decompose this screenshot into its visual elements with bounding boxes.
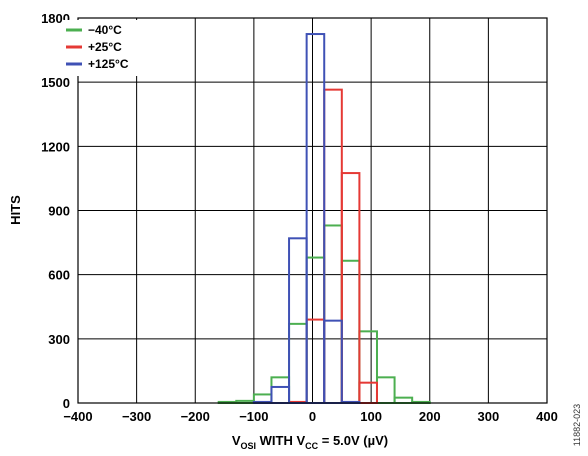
x-tick-label: 100 — [360, 409, 382, 424]
series-3 — [252, 33, 361, 405]
x-axis-title-sub2: CC — [305, 441, 318, 451]
grid — [78, 18, 547, 403]
x-tick-label: −300 — [122, 409, 151, 424]
series-2 — [288, 88, 378, 405]
x-tick-label: −400 — [63, 409, 92, 424]
histogram-bar — [358, 381, 378, 404]
x-axis-title-v1: V — [232, 433, 241, 448]
histogram-bar — [288, 322, 308, 404]
histogram-bar — [323, 319, 343, 404]
x-tick-label: −100 — [239, 409, 268, 424]
histogram-bar — [305, 318, 326, 405]
histogram-bar — [340, 259, 361, 404]
figure-id: 11882-023 — [572, 404, 582, 446]
histogram-bar — [393, 396, 414, 404]
histogram-bar — [288, 237, 308, 404]
x-tick-label: −200 — [181, 409, 210, 424]
histogram-bar — [270, 385, 291, 405]
histogram-bar — [270, 376, 291, 405]
histogram-bar — [340, 172, 361, 404]
legend-label: +25°C — [88, 40, 122, 54]
legend-label: −40°C — [88, 23, 122, 37]
x-axis-title: VOSI WITH VCC = 5.0V (µV) — [232, 433, 388, 451]
plot-frame — [77, 17, 548, 404]
histogram-bar — [323, 224, 343, 404]
y-tick-label: 900 — [48, 204, 70, 219]
histogram-bar — [375, 376, 396, 405]
x-axis-title-sub1: OSI — [241, 441, 257, 451]
y-axis-title: HITS — [8, 195, 23, 225]
x-axis-title-mid: WITH V — [256, 433, 305, 448]
y-tick-label: 600 — [48, 268, 70, 283]
histogram-bar — [305, 33, 326, 405]
x-tick-label: 300 — [478, 409, 500, 424]
y-tick-label: 1500 — [41, 75, 70, 90]
histogram-bars — [217, 33, 431, 405]
x-tick-label: 0 — [309, 409, 316, 424]
y-tick-label: 300 — [48, 332, 70, 347]
legend: −40°C +25°C +125°C — [62, 20, 154, 76]
y-tick-label: 1200 — [41, 139, 70, 154]
histogram-bar — [305, 256, 326, 404]
y-tick-label: 0 — [63, 396, 70, 411]
x-axis-title-tail: = 5.0V (µV) — [318, 433, 388, 448]
legend-label: +125°C — [88, 57, 129, 71]
x-tick-labels: −400 −300 −200 −100 0 100 200 300 400 — [63, 409, 558, 424]
histogram-bar — [323, 88, 343, 405]
x-tick-label: 200 — [419, 409, 441, 424]
x-tick-label: 400 — [536, 409, 558, 424]
histogram-bar — [358, 330, 378, 405]
